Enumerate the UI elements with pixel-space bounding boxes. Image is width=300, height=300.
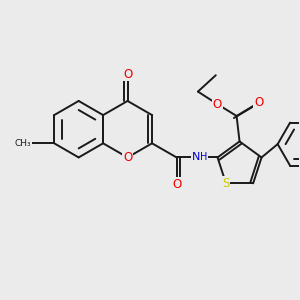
Text: CH₃: CH₃ <box>15 139 31 148</box>
Text: O: O <box>213 98 222 111</box>
Text: O: O <box>123 68 132 81</box>
Text: O: O <box>254 96 263 109</box>
Text: H: H <box>200 152 207 162</box>
Text: S: S <box>222 177 230 190</box>
Text: O: O <box>172 178 181 191</box>
Text: O: O <box>123 151 132 164</box>
Text: N: N <box>192 152 200 162</box>
